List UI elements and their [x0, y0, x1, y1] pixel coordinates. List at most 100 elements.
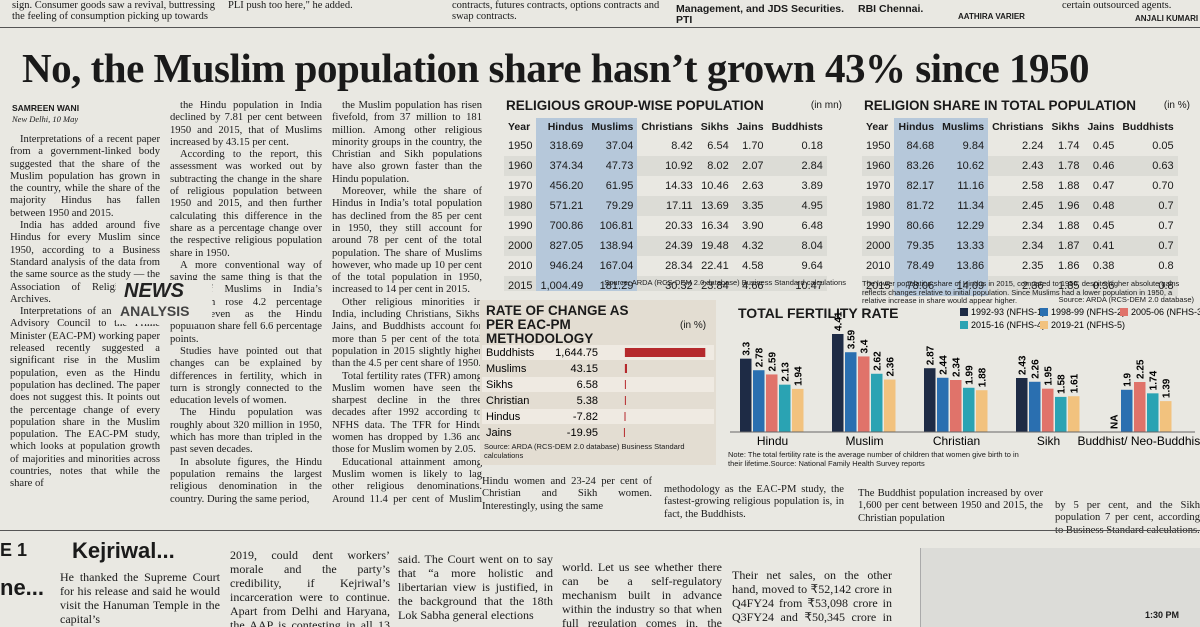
group-label: Buddhist/ Neo-Buddhist — [1077, 434, 1200, 448]
header-cell: Year — [866, 121, 889, 133]
table-title: RELIGION SHARE IN TOTAL POPULATION — [864, 98, 1137, 113]
table-cell: 19.48 — [701, 240, 729, 252]
table-cell: 0.36 — [1092, 280, 1115, 292]
article-column: the Muslim population has risen fivefold… — [332, 100, 482, 506]
table-cell: 2.63 — [742, 180, 764, 192]
table-cell: 167.04 — [587, 256, 638, 276]
fertility-chart: TOTAL FERTILITY RATE Note: The total fer… — [720, 300, 1200, 480]
row-band — [482, 377, 714, 392]
category-label: Muslims — [486, 363, 527, 375]
legend-label: 2005-06 (NFHS-3) — [1131, 307, 1200, 317]
table-cell: 1.85 — [1058, 280, 1080, 292]
chart-title: TOTAL FERTILITY RATE — [738, 305, 899, 321]
legend-label: 2019-21 (NFHS-5) — [1051, 320, 1125, 330]
table-cell: 106.81 — [587, 216, 638, 236]
table-cell: 0.46 — [1092, 160, 1115, 172]
header-cell: Christians — [641, 121, 693, 133]
table-title: RELIGIOUS GROUP-WISE POPULATION — [506, 98, 764, 113]
table-cell: 1.96 — [1058, 200, 1080, 212]
table-cell: 20.33 — [665, 220, 693, 232]
table-cell: 0.8 — [1158, 260, 1174, 272]
group-label: Christian — [933, 434, 980, 448]
top-text: ANJALI KUMARI — [1135, 14, 1199, 23]
value-label: 6.58 — [577, 379, 598, 391]
bar — [950, 380, 962, 432]
category-label: Sikhs — [486, 379, 513, 391]
header-cell: Jains — [736, 121, 764, 133]
bar — [779, 384, 791, 432]
paragraph: According to the report, this assessment… — [170, 149, 322, 259]
header-cell: Buddhists — [1122, 121, 1174, 133]
table-note: The lower population share of Hindus in … — [862, 279, 1180, 305]
top-text: contracts, futures contracts, options co… — [452, 0, 660, 22]
table-cell: 2010 — [508, 260, 533, 272]
value-label: 1.58 — [1057, 374, 1068, 394]
bar — [858, 356, 870, 432]
value-label: 5.38 — [577, 395, 598, 407]
data-table: Year Hindus Muslims Christians Sikhs Jains Bud… — [862, 118, 1178, 296]
legend-swatch — [1040, 308, 1048, 316]
table-cell: 0.18 — [801, 140, 823, 152]
logo-text: NEWS — [124, 280, 184, 302]
bar — [1029, 381, 1041, 432]
table-cell: 78.49 — [894, 256, 939, 276]
phone-time: 1:30 PM — [1145, 610, 1180, 620]
fertility-bars: 1992-93 (NFHS-1) 1998-99 (NFHS-2) 2005-06 … — [730, 307, 1200, 448]
table-cell: 4.32 — [742, 240, 764, 252]
legend-label: 1992-93 (NFHS-1) — [971, 307, 1045, 317]
header-cell: Hindus — [894, 118, 939, 136]
row-band — [482, 409, 714, 424]
value-label: 43.15 — [570, 363, 598, 375]
value-label: 1.95 — [1044, 366, 1055, 386]
top-text: AATHIRA VARIER — [958, 12, 1025, 21]
table-cell: 2010 — [866, 260, 891, 272]
table-cell: 1960 — [508, 160, 533, 172]
table-cell: 3.90 — [742, 220, 764, 232]
header-cell: Year — [508, 121, 531, 133]
table-cell: 11.16 — [938, 176, 989, 196]
table-row: 1970 82.17 11.16 2.58 1.88 0.47 0.70 — [862, 176, 1178, 196]
table-cell: 14.09 — [938, 276, 989, 296]
chart-note: Note: The total fertility rate is the av… — [728, 450, 1019, 468]
paragraph: A more conventional way of saying the sa… — [170, 259, 322, 345]
table-cell: 2015 — [866, 280, 891, 292]
table-cell: 571.21 — [536, 196, 588, 216]
table-cell: 0.7 — [1158, 200, 1174, 212]
table-cell: 24.39 — [665, 240, 693, 252]
bar — [937, 377, 949, 432]
news-analysis-logo: NEWS ANALYSIS — [116, 280, 212, 324]
header-cell: Buddhists — [771, 121, 823, 133]
table-cell: 1.86 — [1058, 260, 1080, 272]
headline: No, the Muslim population share hasn’t g… — [22, 45, 1089, 91]
table-cell: 9.64 — [801, 260, 823, 272]
table-row: 2000 79.35 13.33 2.34 1.87 0.41 0.7 — [862, 236, 1178, 256]
table-cell: 2.45 — [1022, 200, 1044, 212]
value-label: 2.78 — [755, 347, 766, 367]
article-column: Interpretations of a recent paper from a… — [10, 134, 160, 506]
table-cell: 2.07 — [742, 160, 764, 172]
table-cell: 0.38 — [1092, 260, 1115, 272]
table-cell: 946.24 — [536, 256, 588, 276]
logo-text: ANALYSIS — [120, 303, 190, 319]
table-cell: 0.63 — [1152, 160, 1174, 172]
table-row: 1980 81.72 11.34 2.45 1.96 0.48 0.7 — [862, 196, 1178, 216]
top-text: Management, and JDS Securities. PTI — [676, 4, 845, 26]
table-cell: 2.84 — [801, 160, 823, 172]
top-text: certain outsourced agents. — [1062, 0, 1172, 11]
header-row: Year Hindus Muslims Christians Sikhs Jains Bud… — [862, 118, 1178, 136]
value-label: 1.9 — [1123, 372, 1134, 386]
bar — [1042, 388, 1054, 432]
table-cell: 37.04 — [587, 136, 638, 156]
table-cell: 84.68 — [894, 136, 939, 156]
table-cell: 2.35 — [1022, 260, 1044, 272]
value-label: 1,644.75 — [555, 347, 598, 359]
table-row: 2010 78.49 13.86 2.35 1.86 0.38 0.8 — [862, 256, 1178, 276]
legend-swatch — [960, 321, 968, 329]
legend-label: 2015-16 (NFHS-4) — [971, 320, 1045, 330]
category-label: Jains — [486, 427, 512, 439]
value-label: 3.3 — [742, 341, 753, 355]
data-table: Year Hindus Muslims Christians Sikhs Jains Bud… — [504, 118, 827, 291]
value-label: 1.61 — [1070, 373, 1081, 393]
table-cell: 8.02 — [707, 160, 729, 172]
